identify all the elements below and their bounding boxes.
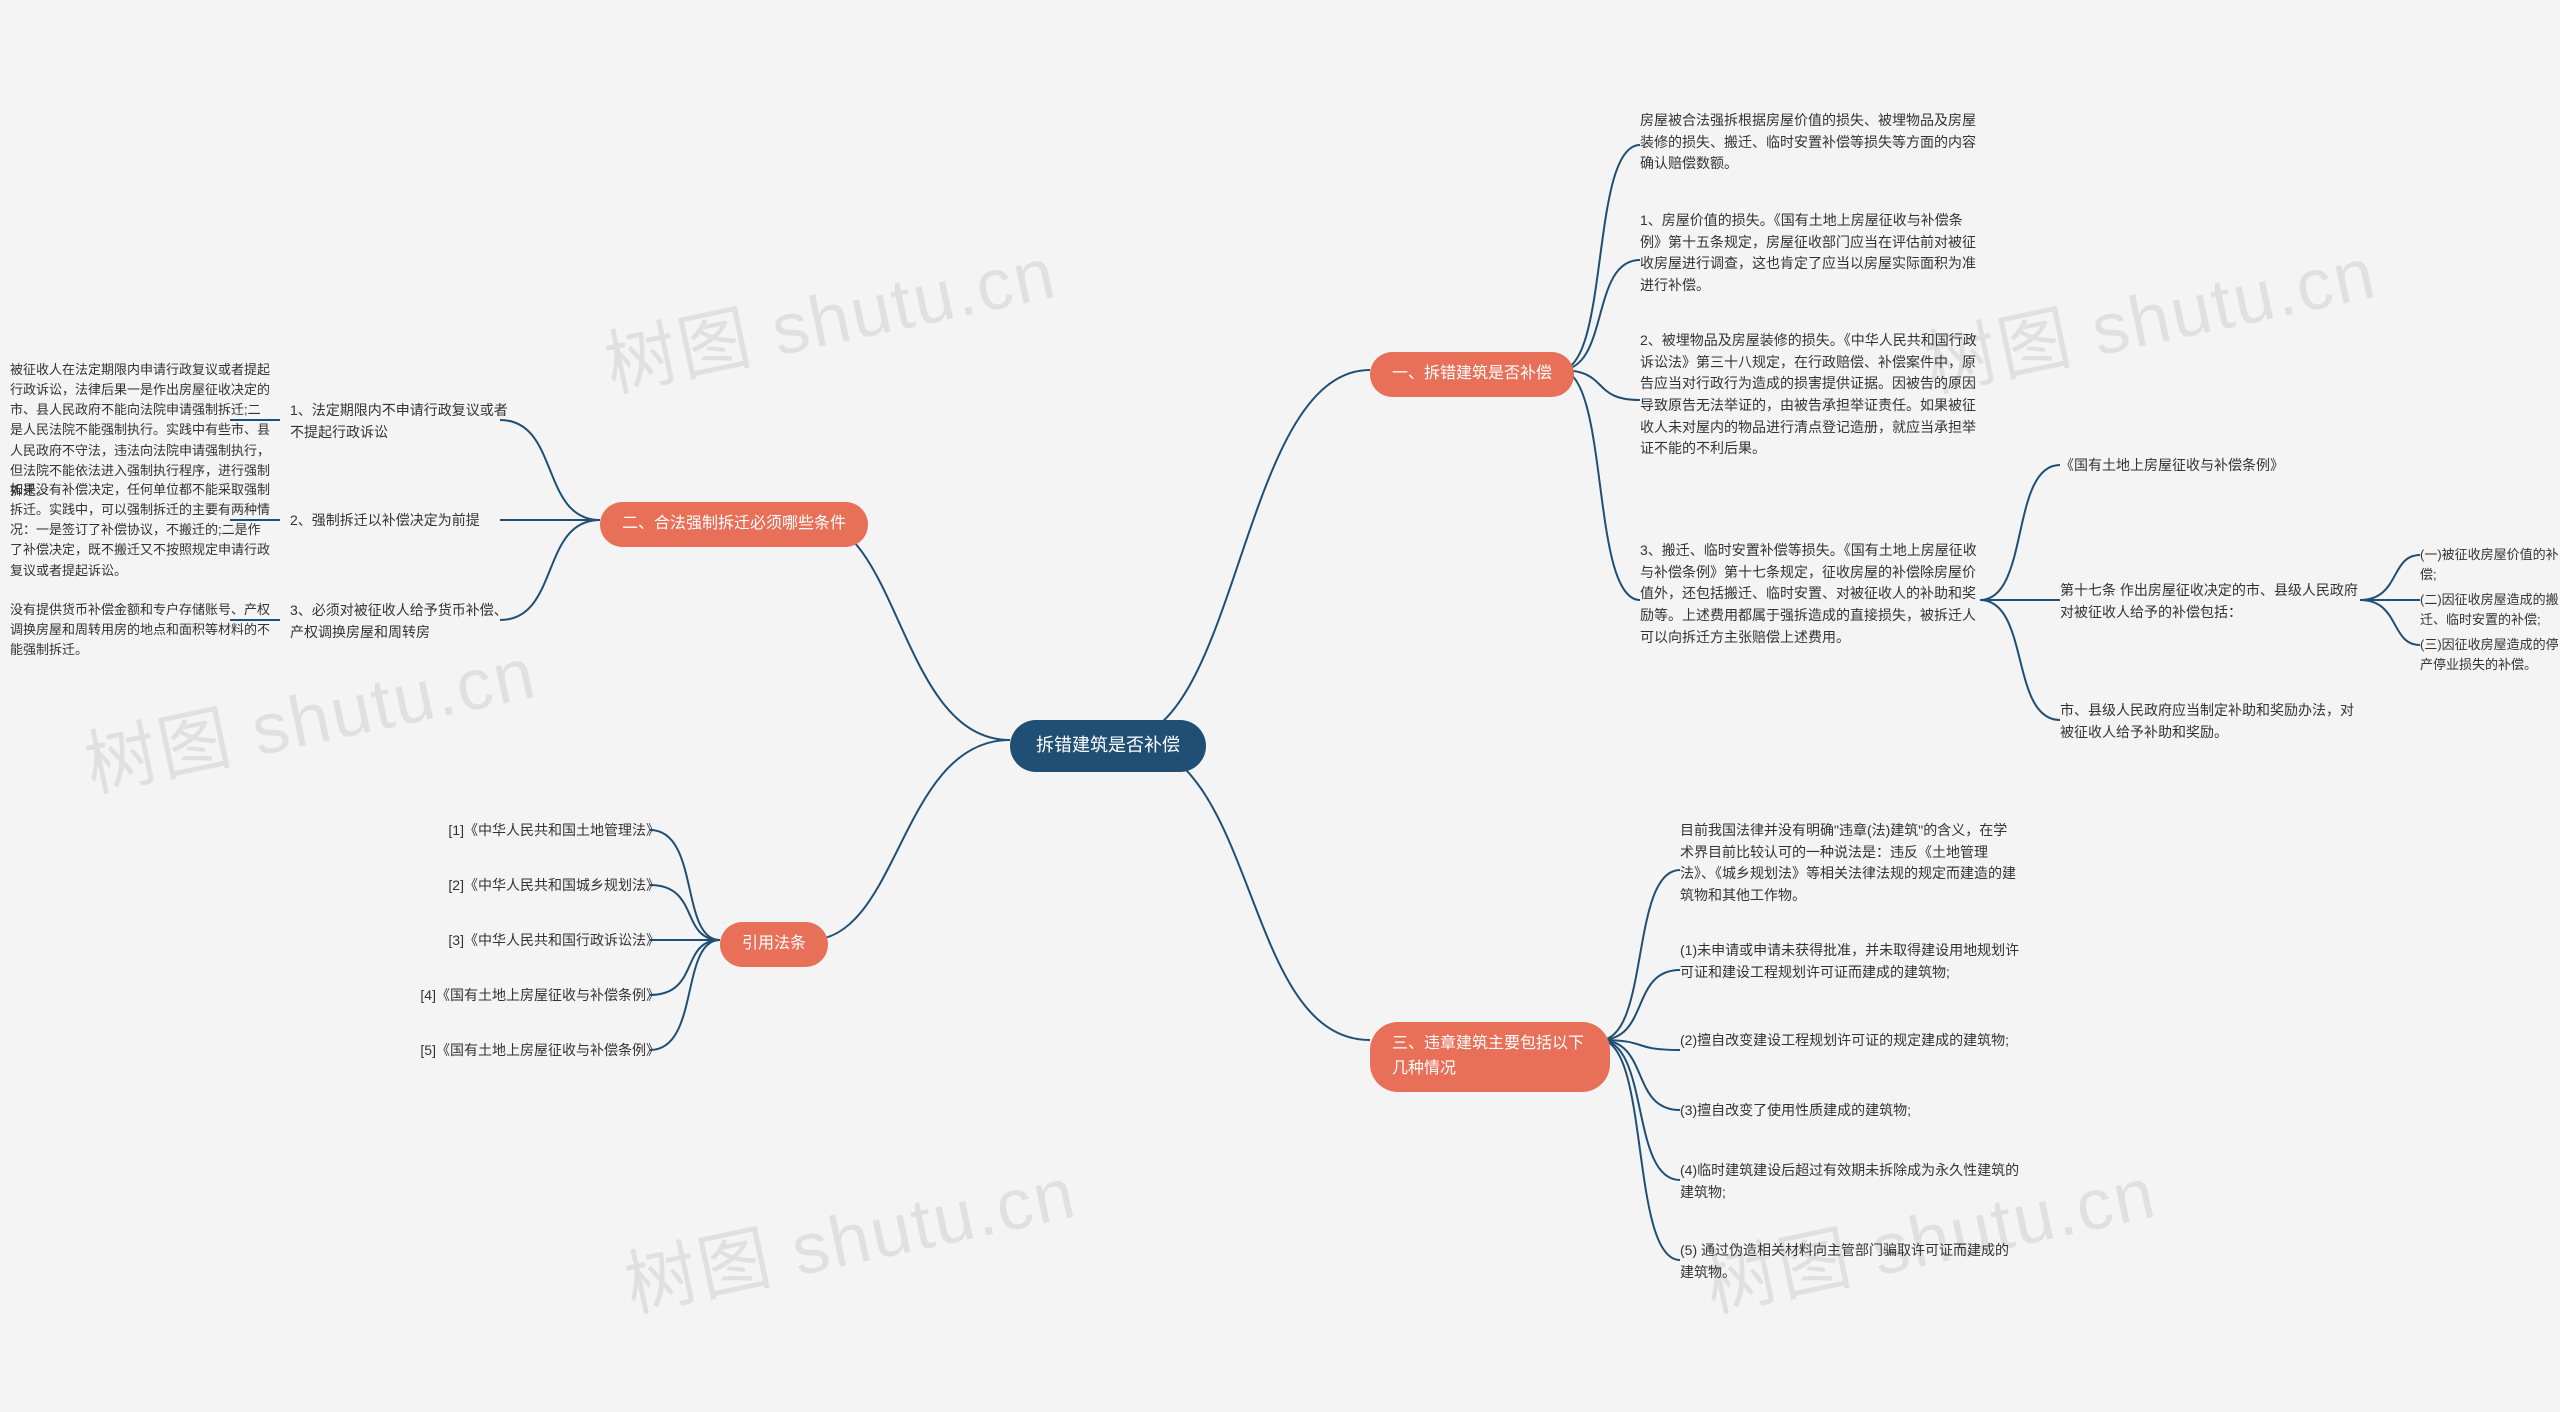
branch-3-label: 三、违章建筑主要包括以下几种情况 [1370, 1022, 1610, 1092]
watermark: 树图 shutu.cn [614, 1134, 1084, 1332]
b4-c3: [3]《中华人民共和国行政诉讼法》 [400, 930, 660, 952]
root-node[interactable]: 拆错建筑是否补偿 [1010, 720, 1206, 772]
mindmap-canvas: 树图 shutu.cn 树图 shutu.cn 树图 shutu.cn 树图 s… [0, 0, 2560, 1412]
branch-4[interactable]: 引用法条 [720, 922, 828, 967]
b1-c1: 房屋被合法强拆根据房屋价值的损失、被埋物品及房屋装修的损失、搬迁、临时安置补偿等… [1640, 110, 1980, 175]
b1-c4-s3: 市、县级人民政府应当制定补助和奖励办法，对被征收人给予补助和奖励。 [2060, 700, 2360, 743]
branch-4-label: 引用法条 [720, 922, 828, 967]
b2-c2-label: 2、强制拆迁以补偿决定为前提 [290, 510, 510, 532]
b3-c2: (2)擅自改变建设工程规划许可证的规定建成的建筑物; [1680, 1030, 2009, 1052]
branch-1[interactable]: 一、拆错建筑是否补偿 [1370, 352, 1574, 397]
b3-c4: (4)临时建筑建设后超过有效期未拆除成为永久性建筑的建筑物; [1680, 1160, 2020, 1203]
branch-2[interactable]: 二、合法强制拆迁必须哪些条件 [600, 502, 868, 547]
b3-c5: (5) 通过伪造相关材料向主管部门骗取许可证而建成的建筑物。 [1680, 1240, 2020, 1283]
branch-3[interactable]: 三、违章建筑主要包括以下几种情况 [1370, 1022, 1610, 1092]
branch-1-label: 一、拆错建筑是否补偿 [1370, 352, 1574, 397]
b1-c3: 2、被埋物品及房屋装修的损失。《中华人民共和国行政诉讼法》第三十八规定，在行政赔… [1640, 330, 1980, 460]
b1-c4-s1: 《国有土地上房屋征收与补偿条例》 [2060, 455, 2284, 477]
b1-c2: 1、房屋价值的损失。《国有土地上房屋征收与补偿条例》第十五条规定，房屋征收部门应… [1640, 210, 1980, 297]
root-label: 拆错建筑是否补偿 [1010, 720, 1206, 772]
b4-c2: [2]《中华人民共和国城乡规划法》 [400, 875, 660, 897]
b1-c4-s2: 第十七条 作出房屋征收决定的市、县级人民政府对被征收人给予的补偿包括： [2060, 580, 2360, 623]
b3-c1: (1)未申请或申请未获得批准，并未取得建设用地规划许可证和建设工程规划许可证而建… [1680, 940, 2020, 983]
b4-c4: [4]《国有土地上房屋征收与补偿条例》 [400, 985, 660, 1007]
b1-c4-s2-i2: (二)因征收房屋造成的搬迁、临时安置的补偿; [2420, 590, 2560, 630]
b1-c4-s2-i1: (一)被征收房屋价值的补偿; [2420, 545, 2560, 585]
b1-c4-s2-i3: (三)因征收房屋造成的停产停业损失的补偿。 [2420, 635, 2560, 675]
b4-c5: [5]《国有土地上房屋征收与补偿条例》 [400, 1040, 660, 1062]
b1-c4: 3、搬迁、临时安置补偿等损失。《国有土地上房屋征收与补偿条例》第十七条规定，征收… [1640, 540, 1980, 648]
b3-c3: (3)擅自改变了使用性质建成的建筑物; [1680, 1100, 1911, 1122]
watermark: 树图 shutu.cn [594, 214, 1064, 412]
branch-2-label: 二、合法强制拆迁必须哪些条件 [600, 502, 868, 547]
b4-c1: [1]《中华人民共和国土地管理法》 [400, 820, 660, 842]
b3-c0: 目前我国法律并没有明确"违章(法)建筑"的含义，在学术界目前比较认可的一种说法是… [1680, 820, 2020, 907]
b2-c1-label: 1、法定期限内不申请行政复议或者不提起行政诉讼 [290, 400, 510, 443]
b2-c3-label: 3、必须对被征收人给予货币补偿、产权调换房屋和周转房 [290, 600, 510, 643]
b2-c3-note: 没有提供货币补偿金额和专户存储账号、产权调换房屋和周转用房的地点和面积等材料的不… [10, 600, 270, 660]
b2-c2-note: 如果没有补偿决定，任何单位都不能采取强制拆迁。实践中，可以强制拆迁的主要有两种情… [10, 480, 270, 581]
watermark: 树图 shutu.cn [1914, 214, 2384, 412]
